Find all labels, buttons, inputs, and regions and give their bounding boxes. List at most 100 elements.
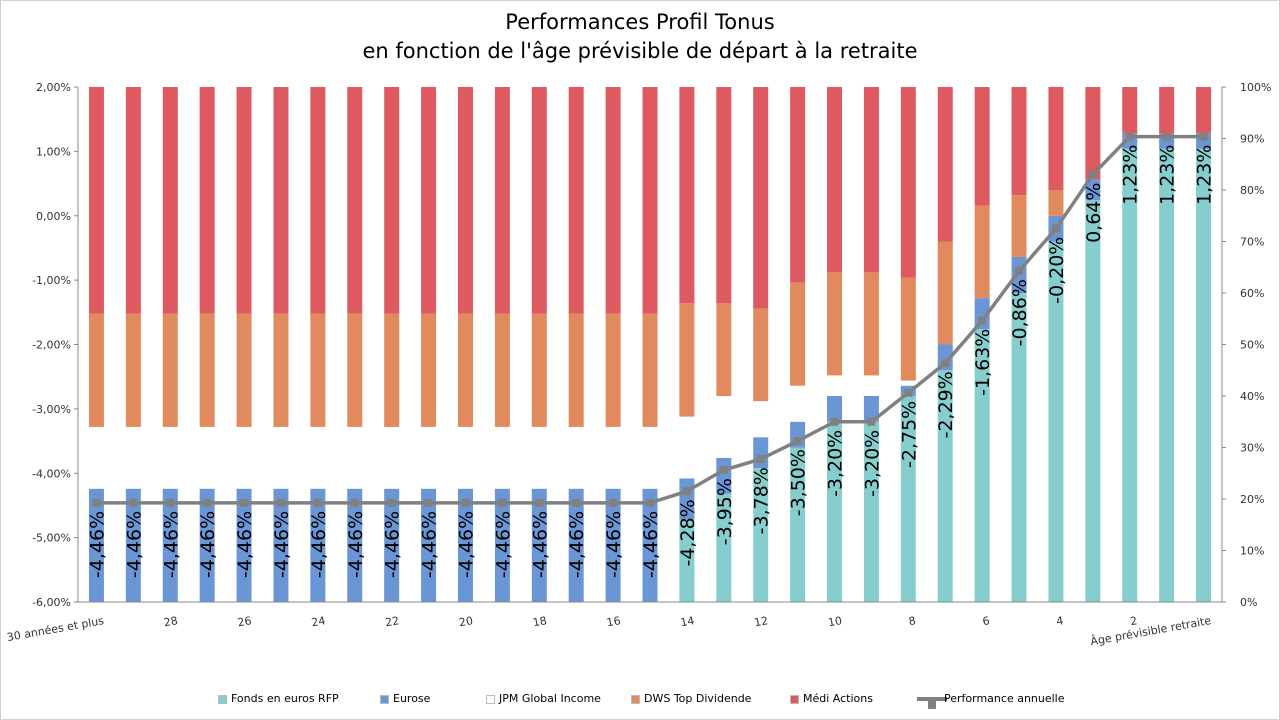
bar-m-di-actions-0 — [88, 87, 104, 314]
bar-m-di-actions-10 — [457, 87, 473, 314]
x-axis-tick-label: 6 — [981, 614, 990, 628]
bar-dws-top-dividende-1 — [125, 313, 141, 427]
bar-dws-top-dividende-11 — [494, 313, 510, 427]
bar-dws-top-dividende-21 — [863, 272, 879, 376]
bar-eurose-1 — [125, 488, 141, 602]
performance-annuelle-point-11 — [498, 498, 507, 507]
bar-eurose-0 — [88, 488, 104, 602]
right-axis-tick-label: 70% — [1240, 236, 1264, 249]
bar-jpm-global-income-17 — [716, 396, 732, 458]
x-axis-tick-label: 20 — [458, 614, 474, 629]
right-axis-tick-label: 50% — [1240, 339, 1264, 352]
data-label: -3,20% — [861, 430, 883, 497]
data-label: -0,20% — [1046, 237, 1068, 304]
legend-label: Fonds en euros RFP — [231, 692, 339, 705]
bar-jpm-global-income-9 — [421, 426, 437, 489]
bar-m-di-actions-26 — [1048, 87, 1064, 190]
bar-m-di-actions-16 — [679, 87, 695, 304]
performance-annuelle-point-24 — [978, 316, 987, 325]
bar-dws-top-dividende-22 — [900, 277, 916, 381]
bar-dws-top-dividende-8 — [384, 313, 400, 427]
bar-m-di-actions-6 — [310, 87, 326, 314]
bar-fonds-en-euros-rfp-23 — [937, 370, 953, 602]
bar-eurose-2 — [162, 488, 178, 602]
bar-dws-top-dividende-3 — [199, 313, 215, 427]
bar-jpm-global-income-22 — [900, 380, 916, 386]
bar-m-di-actions-18 — [753, 87, 769, 309]
performance-annuelle-point-20 — [830, 417, 839, 426]
bar-dws-top-dividende-10 — [457, 313, 473, 427]
data-label: -4,46% — [234, 511, 256, 578]
left-axis-tick-label: -3,00% — [32, 403, 71, 416]
legend-label: Médi Actions — [803, 692, 873, 705]
bar-dws-top-dividende-5 — [273, 313, 289, 427]
bar-fonds-en-euros-rfp-29 — [1159, 148, 1175, 603]
bar-dws-top-dividende-13 — [568, 313, 584, 427]
performance-annuelle-point-12 — [535, 498, 544, 507]
x-axis-tick-label: 30 années et plus — [6, 614, 105, 644]
data-label: -0,86% — [1009, 279, 1031, 346]
bar-m-di-actions-22 — [900, 87, 916, 278]
legend-label: JPM Global Income — [499, 692, 601, 705]
bar-dws-top-dividende-4 — [236, 313, 252, 427]
performance-annuelle-point-7 — [350, 498, 359, 507]
bar-m-di-actions-15 — [642, 87, 658, 314]
bar-m-di-actions-25 — [1011, 87, 1027, 196]
legend-swatch — [486, 695, 495, 704]
data-label: -4,46% — [529, 511, 551, 578]
data-label: -4,46% — [271, 511, 293, 578]
bar-jpm-global-income-0 — [88, 426, 104, 489]
bar-dws-top-dividende-6 — [310, 313, 326, 427]
bar-jpm-global-income-5 — [273, 426, 289, 489]
legend-swatch — [380, 695, 389, 704]
data-label: -4,46% — [123, 511, 145, 578]
data-label: 0,64% — [1083, 183, 1105, 243]
bar-jpm-global-income-14 — [605, 426, 621, 489]
bar-fonds-en-euros-rfp-20 — [827, 421, 843, 602]
bar-m-di-actions-29 — [1159, 87, 1175, 134]
bar-jpm-global-income-12 — [531, 426, 547, 489]
bar-eurose-4 — [236, 488, 252, 602]
bar-dws-top-dividende-20 — [827, 272, 843, 376]
bar-fonds-en-euros-rfp-24 — [974, 329, 990, 602]
performance-annuelle-point-29 — [1162, 132, 1171, 141]
performance-annuelle-point-22 — [904, 388, 913, 397]
bar-dws-top-dividende-12 — [531, 313, 547, 427]
data-label: 1,23% — [1157, 145, 1179, 205]
performance-annuelle-point-25 — [1015, 267, 1024, 276]
bar-fonds-en-euros-rfp-16 — [679, 519, 695, 602]
bar-m-di-actions-12 — [531, 87, 547, 314]
bar-dws-top-dividende-0 — [88, 313, 104, 427]
performance-annuelle-point-16 — [682, 487, 691, 496]
bar-m-di-actions-19 — [790, 87, 806, 283]
x-axis-tick-label: 24 — [310, 614, 326, 629]
bar-m-di-actions-11 — [494, 87, 510, 314]
bar-m-di-actions-9 — [421, 87, 437, 314]
left-axis-tick-label: 2,00% — [36, 81, 71, 94]
right-axis-tick-label: 90% — [1240, 133, 1264, 146]
bar-jpm-global-income-8 — [384, 426, 400, 489]
bar-m-di-actions-5 — [273, 87, 289, 314]
performance-annuelle-point-13 — [572, 498, 581, 507]
data-label: -4,46% — [492, 511, 514, 578]
right-axis-tick-label: 20% — [1240, 493, 1264, 506]
right-axis-tick-label: 80% — [1240, 184, 1264, 197]
data-label: -4,46% — [197, 511, 219, 578]
left-axis-tick-label: -2,00% — [32, 339, 71, 352]
bar-eurose-7 — [347, 488, 363, 602]
bar-jpm-global-income-18 — [753, 401, 769, 438]
performance-annuelle-point-10 — [461, 498, 470, 507]
legend-label: Eurose — [393, 692, 431, 705]
data-label: -4,46% — [382, 511, 404, 578]
chart-title-line-1: Performances Profil Tonus — [505, 10, 775, 34]
performance-annuelle-point-1 — [129, 498, 138, 507]
right-axis-tick-label: 0% — [1240, 596, 1257, 609]
data-label: -3,95% — [714, 478, 736, 545]
chart-title-line-2: en fonction de l'âge prévisible de dépar… — [362, 39, 918, 63]
legend-swatch — [631, 695, 640, 704]
legend-label: DWS Top Dividende — [644, 692, 752, 705]
data-label: -4,46% — [308, 511, 330, 578]
performance-annuelle-point-14 — [609, 498, 618, 507]
chart-title: Performances Profil Tonus en fonction de… — [0, 8, 1280, 66]
